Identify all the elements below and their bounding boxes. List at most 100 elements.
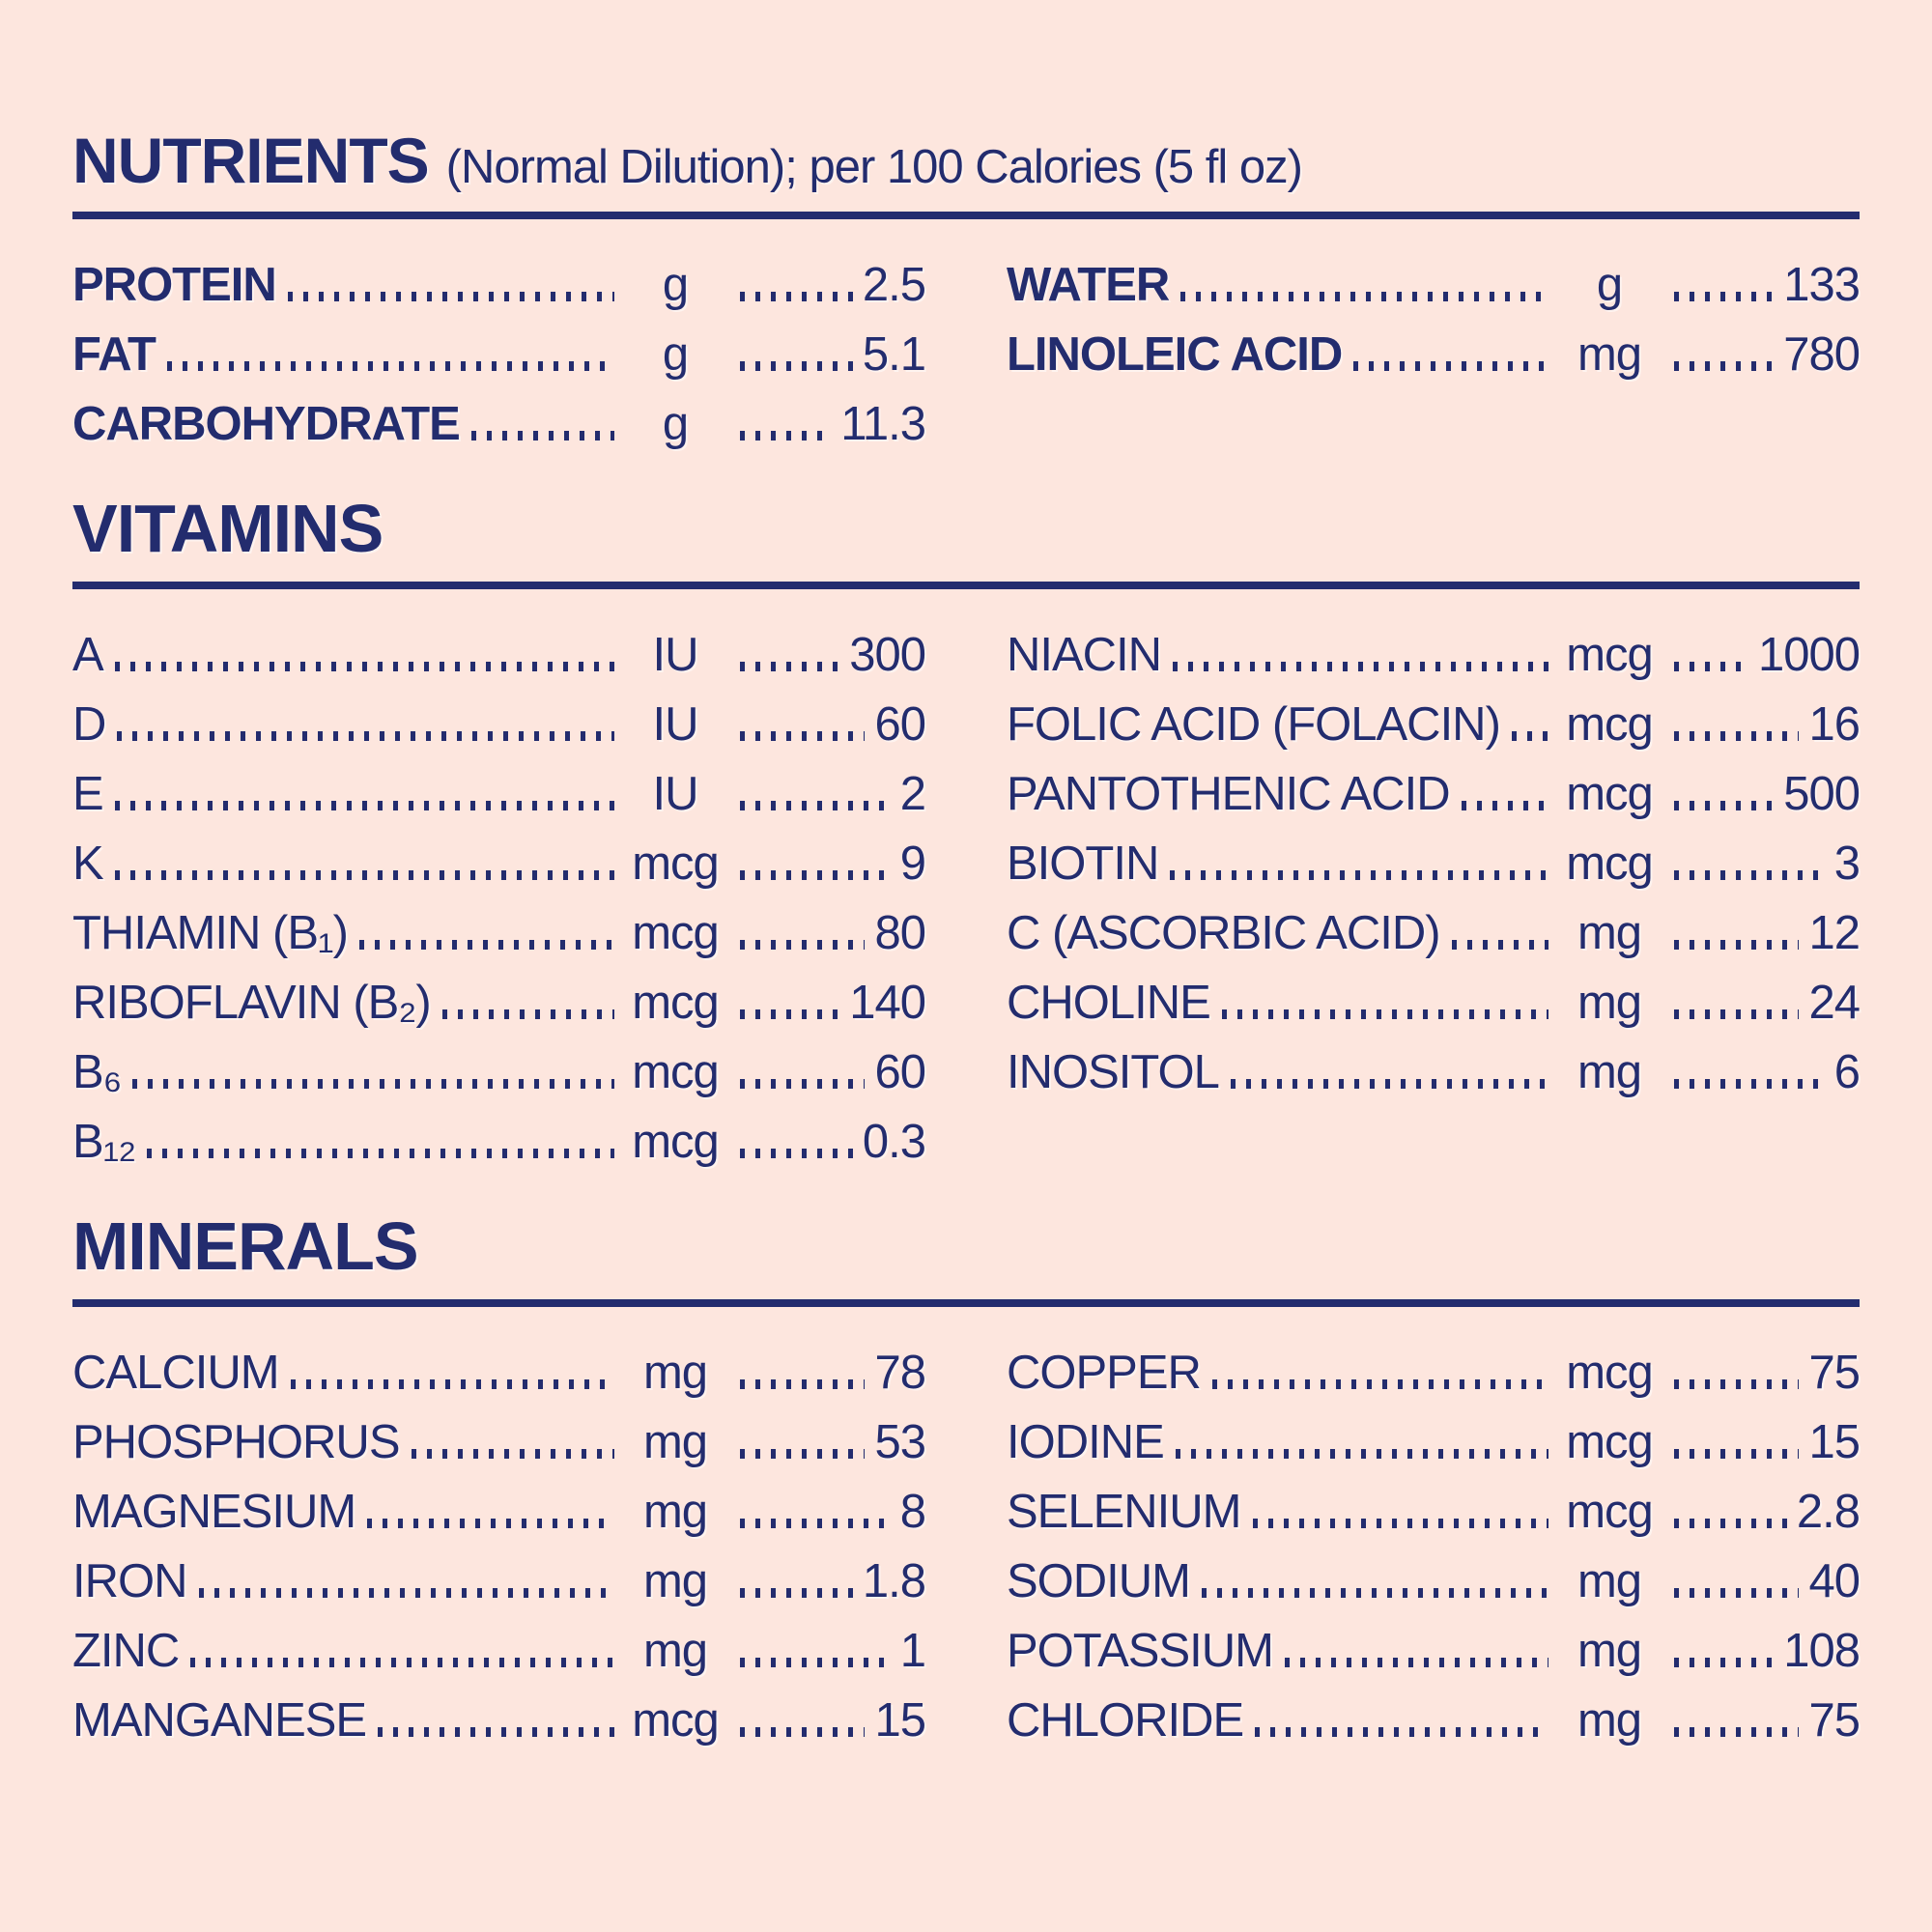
vitamins-right-column: NIACIN mcg 1000 FOLIC ACID (FOLACIN) mcg…: [1007, 611, 1861, 1167]
page-title: NUTRIENTS: [72, 125, 430, 196]
dot-leader: [358, 940, 614, 950]
dot-leader: [1674, 1079, 1825, 1089]
nutrient-label-group: E: [72, 767, 618, 820]
nutrient-unit: mg: [1577, 906, 1642, 959]
nutrient-label: IODINE: [1007, 1415, 1165, 1468]
nutrient-label-group: PROTEIN: [72, 260, 618, 310]
nutrient-value: 2: [899, 767, 926, 820]
nutrient-label: SODIUM: [1007, 1554, 1191, 1607]
nutrient-row: E IU 2: [72, 750, 926, 820]
minerals-table: CALCIUM mg 78 PHOSPHORUS mg 53 MAGNESIUM…: [72, 1328, 1861, 1747]
nutrient-row: D IU 60: [72, 680, 926, 751]
nutrient-label: C (ASCORBIC ACID): [1007, 906, 1441, 959]
dot-leader: [1202, 1588, 1548, 1598]
nutrient-unit: mcg: [1566, 697, 1654, 751]
dot-leader: [1674, 801, 1775, 810]
nutrient-unit: IU: [652, 628, 699, 681]
nutrient-row: BIOTIN mcg 3: [1007, 819, 1861, 890]
nutrient-label: MANGANESE: [72, 1693, 367, 1747]
dot-leader: [740, 940, 866, 950]
dot-leader: [740, 1379, 866, 1389]
nutrient-label: K: [72, 837, 104, 890]
nutrients-table: PROTEIN g 2.5 FAT g 5.1 CARBOHYDRATE g 1…: [72, 241, 1861, 450]
nutrient-row: SELENIUM mcg 2.8: [1007, 1467, 1861, 1538]
dot-leader: [1674, 292, 1775, 301]
nutrient-value: 133: [1783, 258, 1861, 311]
nutrient-unit: mcg: [632, 837, 720, 890]
nutrient-label: CHOLINE: [1007, 976, 1211, 1029]
nutrient-label: COPPER: [1007, 1346, 1202, 1399]
page-subtitle: (Normal Dilution); per 100 Calories (5 f…: [445, 141, 1303, 193]
nutrient-unit: g: [662, 327, 689, 381]
nutrient-value: 11.3: [840, 397, 926, 450]
dot-leader: [1353, 361, 1548, 371]
nutrient-label: E: [72, 767, 104, 820]
nutrient-row: CHOLINE mg 24: [1007, 958, 1861, 1029]
nutrient-unit: g: [662, 258, 689, 311]
nutrient-label-group: PHOSPHORUS: [72, 1417, 618, 1467]
nutrient-row: IRON mg 1.8: [72, 1537, 926, 1607]
dot-leader: [1170, 870, 1548, 880]
nutrient-row: RIBOFLAVIN (B₂) mcg 140: [72, 958, 926, 1028]
nutrient-unit: mg: [642, 1554, 708, 1607]
dot-leader: [1511, 731, 1548, 741]
section-divider: [72, 1299, 1860, 1307]
nutrient-label-group: THIAMIN (B₁): [72, 908, 618, 958]
nutrient-unit: mcg: [1566, 1415, 1654, 1468]
nutrient-unit: mg: [1577, 1554, 1642, 1607]
nutrient-label: D: [72, 697, 106, 751]
dot-leader: [114, 870, 614, 880]
dot-leader: [740, 870, 891, 880]
nutrient-label-group: CHOLINE: [1007, 976, 1552, 1029]
nutrient-value: 60: [874, 697, 926, 751]
nutrient-label: LINOLEIC ACID: [1007, 327, 1343, 381]
dot-leader: [740, 1079, 866, 1089]
nutrient-label-group: CALCIUM: [72, 1346, 618, 1399]
nutrient-label: SELENIUM: [1007, 1485, 1242, 1538]
nutrient-unit: g: [1596, 258, 1623, 311]
dot-leader: [1230, 1079, 1548, 1089]
section-divider: [72, 582, 1860, 589]
nutrient-row: WATER g 133: [1007, 241, 1861, 311]
nutrient-value: 2.5: [862, 258, 926, 311]
vitamins-table: A IU 300 D IU 60 E IU 2 K mcg 9: [72, 611, 1861, 1168]
nutrient-row: COPPER mcg 75: [1007, 1328, 1861, 1399]
nutrient-value: 40: [1808, 1554, 1861, 1607]
dot-leader: [740, 1519, 891, 1528]
dot-leader: [411, 1449, 614, 1459]
nutrient-value: 2.8: [1796, 1485, 1861, 1538]
nutrient-row: B₆ mcg 60: [72, 1028, 926, 1098]
nutrient-value: 1: [899, 1624, 926, 1677]
nutrient-label: FAT: [72, 327, 156, 381]
dot-leader: [740, 1009, 840, 1019]
label-panel: NUTRIENTS (Normal Dilution); per 100 Cal…: [72, 125, 1861, 1747]
nutrient-label-group: B₆: [72, 1045, 618, 1098]
nutrient-row: CALCIUM mg 78: [72, 1328, 926, 1399]
nutrient-value: 16: [1808, 697, 1861, 751]
dot-leader: [147, 1149, 614, 1158]
nutrient-row: CARBOHYDRATE g 11.3: [72, 380, 926, 450]
nutrient-label: CALCIUM: [72, 1346, 280, 1399]
dot-leader: [740, 801, 891, 810]
nutrient-unit: mcg: [632, 906, 720, 959]
nutrient-row: PANTOTHENIC ACID mcg 500: [1007, 750, 1861, 819]
nutrient-label: CHLORIDE: [1007, 1693, 1244, 1747]
nutrient-label-group: BIOTIN: [1007, 838, 1552, 889]
nutrient-label-group: WATER: [1007, 260, 1552, 310]
dot-leader: [1451, 940, 1548, 950]
dot-leader: [740, 292, 853, 301]
nutrient-label-group: CHLORIDE: [1007, 1693, 1552, 1747]
nutrient-label: NIACIN: [1007, 628, 1162, 681]
nutrient-value: 0.3: [862, 1115, 926, 1168]
dot-leader: [1175, 1449, 1548, 1459]
nutrient-value: 3: [1833, 837, 1861, 890]
nutrient-unit: mg: [642, 1624, 708, 1677]
dot-leader: [290, 1379, 614, 1389]
nutrient-unit: mcg: [1566, 1485, 1654, 1538]
nutrient-value: 80: [874, 906, 926, 959]
nutrient-label-group: NIACIN: [1007, 628, 1552, 681]
nutrient-label: B₆: [72, 1045, 122, 1098]
nutrient-label-group: FAT: [72, 327, 618, 381]
section-divider: [72, 212, 1860, 219]
dot-leader: [740, 1727, 866, 1737]
